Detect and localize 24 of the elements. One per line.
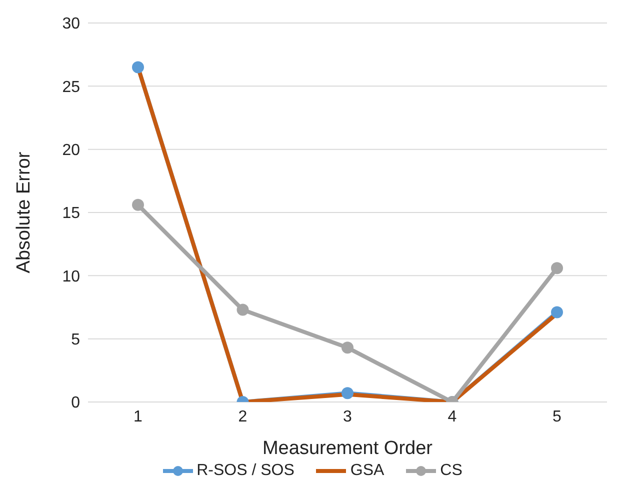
x-tick-label: 1 (134, 408, 143, 426)
point (342, 387, 354, 400)
y-tick-label: 20 (62, 142, 80, 160)
x-tick-label: 5 (552, 408, 562, 426)
x-axis-title: Measurement Order (262, 438, 434, 459)
legend-label: GSA (350, 462, 384, 480)
y-axis-title: Absolute Error (14, 151, 35, 274)
point (132, 198, 144, 211)
y-tick-label: 0 (71, 394, 80, 412)
point (236, 304, 249, 316)
y-tick-label: 5 (71, 332, 80, 349)
point (551, 262, 563, 274)
x-tick-label: 4 (448, 408, 457, 426)
legend-label: R-SOS / SOS (196, 462, 294, 480)
point (342, 342, 354, 354)
y-tick-label: 15 (62, 205, 80, 222)
x-tick-label: 3 (343, 408, 352, 426)
x-tick-label: 2 (238, 408, 248, 426)
y-tick-label: 30 (62, 16, 80, 33)
point (551, 306, 563, 318)
y-tick-label: 25 (62, 78, 80, 96)
y-tick-label: 10 (62, 268, 80, 286)
legend-label: CS (440, 462, 462, 480)
point (132, 61, 144, 74)
